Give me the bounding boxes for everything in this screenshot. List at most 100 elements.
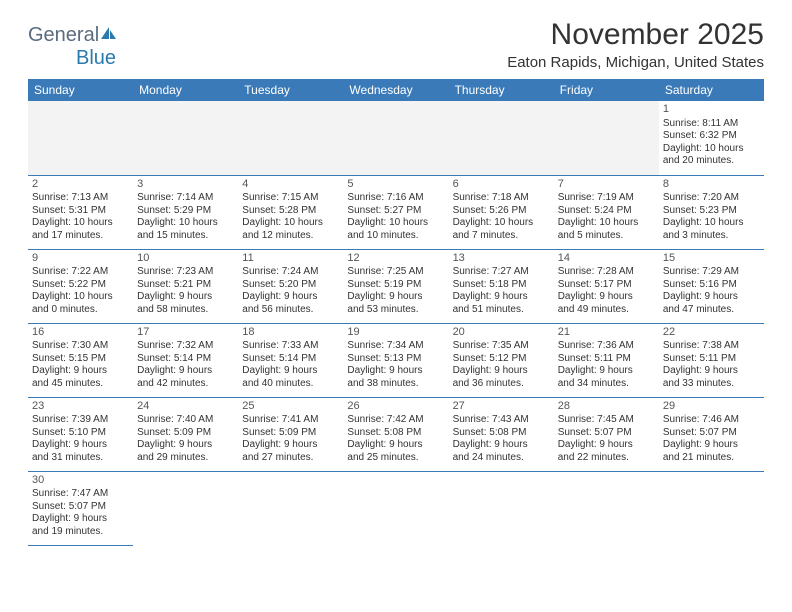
day-dl2: and 38 minutes.	[347, 378, 444, 391]
day-sr: Sunrise: 7:45 AM	[558, 414, 655, 427]
day-cell	[449, 471, 554, 545]
day-ss: Sunset: 5:08 PM	[453, 427, 550, 440]
day-dl2: and 24 minutes.	[453, 452, 550, 465]
day-sr: Sunrise: 7:16 AM	[347, 192, 444, 205]
day-sr: Sunrise: 7:23 AM	[137, 266, 234, 279]
day-ss: Sunset: 5:08 PM	[347, 427, 444, 440]
week-row: 2Sunrise: 7:13 AMSunset: 5:31 PMDaylight…	[28, 175, 764, 249]
day-dl2: and 47 minutes.	[663, 304, 760, 317]
day-ss: Sunset: 5:14 PM	[242, 353, 339, 366]
day-dl1: Daylight: 10 hours	[453, 217, 550, 230]
day-ss: Sunset: 5:09 PM	[137, 427, 234, 440]
day-sr: Sunrise: 7:30 AM	[32, 340, 129, 353]
day-dl2: and 17 minutes.	[32, 230, 129, 243]
day-dl1: Daylight: 10 hours	[32, 291, 129, 304]
day-header-wed: Wednesday	[343, 79, 448, 101]
day-sr: Sunrise: 7:42 AM	[347, 414, 444, 427]
day-cell: 26Sunrise: 7:42 AMSunset: 5:08 PMDayligh…	[343, 397, 448, 471]
day-dl1: Daylight: 9 hours	[242, 365, 339, 378]
day-dl1: Daylight: 10 hours	[137, 217, 234, 230]
day-ss: Sunset: 5:20 PM	[242, 279, 339, 292]
day-sr: Sunrise: 7:47 AM	[32, 488, 129, 501]
day-dl2: and 42 minutes.	[137, 378, 234, 391]
day-dl1: Daylight: 10 hours	[663, 217, 760, 230]
day-cell	[28, 101, 133, 175]
day-number: 16	[32, 326, 129, 340]
day-sr: Sunrise: 7:20 AM	[663, 192, 760, 205]
day-number: 8	[663, 178, 760, 192]
day-cell: 30Sunrise: 7:47 AMSunset: 5:07 PMDayligh…	[28, 471, 133, 545]
week-row: 9Sunrise: 7:22 AMSunset: 5:22 PMDaylight…	[28, 249, 764, 323]
day-dl2: and 7 minutes.	[453, 230, 550, 243]
day-cell: 5Sunrise: 7:16 AMSunset: 5:27 PMDaylight…	[343, 175, 448, 249]
day-header-row: Sunday Monday Tuesday Wednesday Thursday…	[28, 79, 764, 101]
day-number: 7	[558, 178, 655, 192]
day-sr: Sunrise: 7:35 AM	[453, 340, 550, 353]
day-dl2: and 21 minutes.	[663, 452, 760, 465]
week-row: 16Sunrise: 7:30 AMSunset: 5:15 PMDayligh…	[28, 323, 764, 397]
day-cell: 7Sunrise: 7:19 AMSunset: 5:24 PMDaylight…	[554, 175, 659, 249]
day-cell	[133, 101, 238, 175]
day-sr: Sunrise: 7:19 AM	[558, 192, 655, 205]
day-number: 9	[32, 252, 129, 266]
logo-general: General	[28, 24, 99, 46]
day-dl1: Daylight: 10 hours	[32, 217, 129, 230]
day-ss: Sunset: 5:24 PM	[558, 205, 655, 218]
day-cell	[659, 471, 764, 545]
week-row: 1Sunrise: 8:11 AMSunset: 6:32 PMDaylight…	[28, 101, 764, 175]
day-dl2: and 36 minutes.	[453, 378, 550, 391]
day-sr: Sunrise: 7:27 AM	[453, 266, 550, 279]
day-ss: Sunset: 5:11 PM	[663, 353, 760, 366]
day-number: 24	[137, 400, 234, 414]
calendar-table: Sunday Monday Tuesday Wednesday Thursday…	[28, 79, 764, 546]
day-ss: Sunset: 5:23 PM	[663, 205, 760, 218]
day-dl2: and 31 minutes.	[32, 452, 129, 465]
day-cell: 24Sunrise: 7:40 AMSunset: 5:09 PMDayligh…	[133, 397, 238, 471]
day-cell: 3Sunrise: 7:14 AMSunset: 5:29 PMDaylight…	[133, 175, 238, 249]
day-number: 30	[32, 474, 129, 488]
day-header-sat: Saturday	[659, 79, 764, 101]
day-ss: Sunset: 5:19 PM	[347, 279, 444, 292]
day-ss: Sunset: 6:32 PM	[663, 130, 760, 143]
day-cell	[343, 101, 448, 175]
day-number: 21	[558, 326, 655, 340]
day-sr: Sunrise: 7:24 AM	[242, 266, 339, 279]
day-dl2: and 40 minutes.	[242, 378, 339, 391]
day-dl1: Daylight: 10 hours	[663, 143, 760, 156]
month-title: November 2025	[507, 18, 764, 52]
day-ss: Sunset: 5:12 PM	[453, 353, 550, 366]
day-dl2: and 34 minutes.	[558, 378, 655, 391]
day-sr: Sunrise: 7:18 AM	[453, 192, 550, 205]
day-sr: Sunrise: 7:13 AM	[32, 192, 129, 205]
day-sr: Sunrise: 7:22 AM	[32, 266, 129, 279]
day-dl1: Daylight: 9 hours	[242, 291, 339, 304]
day-cell: 17Sunrise: 7:32 AMSunset: 5:14 PMDayligh…	[133, 323, 238, 397]
day-dl2: and 53 minutes.	[347, 304, 444, 317]
day-dl2: and 25 minutes.	[347, 452, 444, 465]
day-cell	[133, 471, 238, 545]
day-number: 2	[32, 178, 129, 192]
day-number: 18	[242, 326, 339, 340]
day-cell: 18Sunrise: 7:33 AMSunset: 5:14 PMDayligh…	[238, 323, 343, 397]
day-dl1: Daylight: 9 hours	[32, 513, 129, 526]
day-header-thu: Thursday	[449, 79, 554, 101]
day-cell	[343, 471, 448, 545]
day-dl2: and 3 minutes.	[663, 230, 760, 243]
day-dl2: and 45 minutes.	[32, 378, 129, 391]
day-header-fri: Friday	[554, 79, 659, 101]
day-number: 4	[242, 178, 339, 192]
day-dl1: Daylight: 9 hours	[453, 439, 550, 452]
day-dl1: Daylight: 9 hours	[558, 291, 655, 304]
day-cell: 9Sunrise: 7:22 AMSunset: 5:22 PMDaylight…	[28, 249, 133, 323]
day-dl1: Daylight: 9 hours	[663, 439, 760, 452]
day-dl2: and 12 minutes.	[242, 230, 339, 243]
day-cell: 25Sunrise: 7:41 AMSunset: 5:09 PMDayligh…	[238, 397, 343, 471]
day-sr: Sunrise: 7:38 AM	[663, 340, 760, 353]
day-cell	[449, 101, 554, 175]
day-sr: Sunrise: 7:43 AM	[453, 414, 550, 427]
day-dl2: and 22 minutes.	[558, 452, 655, 465]
day-dl2: and 56 minutes.	[242, 304, 339, 317]
day-number: 25	[242, 400, 339, 414]
day-number: 14	[558, 252, 655, 266]
day-header-tue: Tuesday	[238, 79, 343, 101]
